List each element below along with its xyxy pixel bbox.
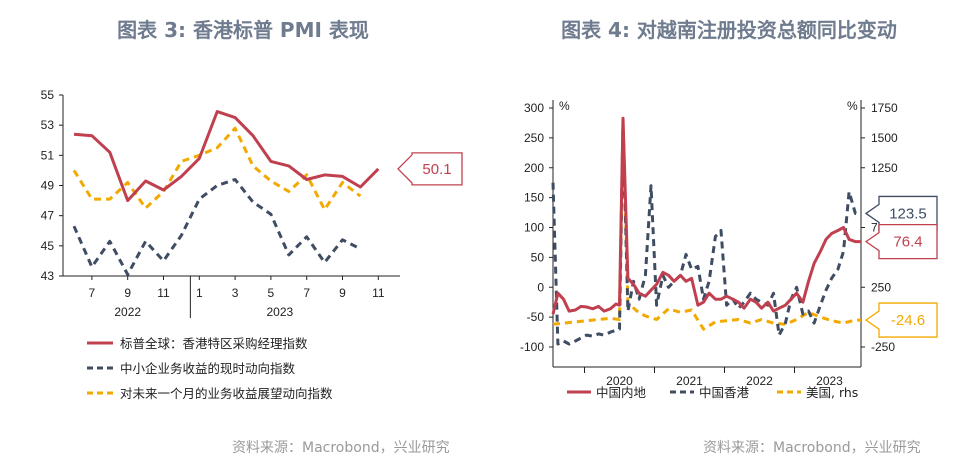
left-legend-label: 标普全球：香港特区采购经理指数	[120, 336, 308, 351]
right-chart-title: 图表 4: 对越南注册投资总额同比变动	[561, 18, 897, 42]
left-year-label: 2022	[114, 305, 141, 319]
right-right-tick-label: 1500	[871, 131, 898, 145]
right-left-tick-label: 250	[524, 131, 544, 145]
left-y-tick-label: 55	[41, 88, 55, 102]
left-y-tick-label: 51	[41, 148, 55, 162]
right-legend-label: 中国内地	[596, 385, 647, 400]
right-left-tick-label: -100	[520, 340, 544, 354]
right-x-tick-label: 2023	[816, 374, 843, 388]
left-x-tick-label: 9	[124, 286, 131, 300]
left-callout-value: 50.1	[422, 161, 451, 178]
left-x-tick-label: 11	[157, 286, 170, 300]
left-series-line	[72, 126, 362, 212]
left-callout-box	[397, 152, 463, 186]
right-left-unit: %	[559, 99, 570, 113]
right-x-tick-label: 2022	[746, 374, 773, 388]
left-x-tick-label: 5	[268, 286, 275, 300]
left-year-label: 2023	[266, 305, 293, 319]
left-chart-title: 图表 3: 香港标普 PMI 表现	[117, 18, 369, 42]
right-x-tick-label: 2021	[676, 374, 703, 388]
left-y-tick-label: 45	[41, 239, 55, 253]
left-x-tick-label: 11	[372, 286, 385, 300]
left-x-tick-label: 7	[303, 286, 310, 300]
left-x-tick-label: 1	[196, 286, 203, 300]
right-right-tick-label: -250	[871, 340, 895, 354]
left-y-tick-label: 49	[41, 179, 55, 193]
left-y-tick-label: 47	[41, 209, 55, 223]
right-left-tick-label: 200	[524, 161, 544, 175]
right-callout-box	[864, 195, 938, 232]
right-right-tick-label: 1250	[871, 161, 898, 175]
right-legend-label: 美国, rhs	[806, 385, 858, 400]
right-callout-value: 123.5	[889, 205, 927, 222]
right-x-tick-label: 2020	[606, 374, 633, 388]
left-series-line	[72, 178, 362, 276]
right-callout-box	[864, 223, 938, 260]
right-right-unit: %	[847, 99, 858, 113]
left-x-tick-label: 3	[232, 286, 239, 300]
left-legend-label: 中小企业务收益的现时动向指数	[120, 361, 296, 376]
right-left-tick-label: 300	[524, 101, 544, 115]
right-left-tick-label: -50	[527, 310, 545, 324]
left-x-tick-label: 7	[89, 286, 96, 300]
right-left-tick-label: 50	[531, 250, 545, 264]
left-legend-label: 对未来一个月的业务收益展望动向指数	[120, 386, 333, 401]
left-source-note: 资料来源：Macrobond，兴业研究	[232, 440, 450, 456]
left-y-tick-label: 43	[41, 269, 55, 283]
right-callout-box	[864, 302, 938, 338]
right-callout-value: -24.6	[891, 312, 925, 329]
right-callout-value: 76.4	[893, 234, 922, 251]
left-series-line	[73, 110, 380, 203]
left-x-tick-label: 9	[339, 286, 346, 300]
right-legend-label: 中国香港	[699, 385, 750, 400]
right-right-tick-label: 1750	[871, 101, 898, 115]
right-left-tick-label: 0	[537, 280, 544, 294]
right-left-tick-label: 150	[524, 191, 544, 205]
right-source-note: 资料来源：Macrobond，兴业研究	[703, 440, 921, 456]
right-series-line	[551, 121, 861, 346]
right-right-tick-label: 250	[871, 280, 891, 294]
right-left-tick-label: 100	[524, 221, 544, 235]
right-series-line	[552, 118, 861, 331]
left-y-tick-label: 53	[41, 118, 55, 132]
right-series-line	[551, 116, 861, 315]
